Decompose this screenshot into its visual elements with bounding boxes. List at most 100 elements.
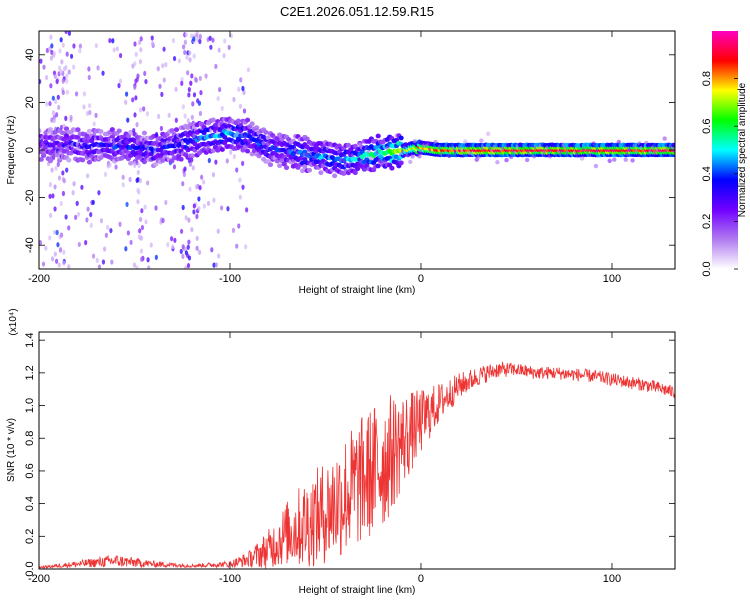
spectrogram-cell	[210, 117, 216, 123]
colorbar-label: Normalized spectral amplitude	[737, 82, 748, 217]
snr-x-tick-label: -100	[219, 573, 241, 585]
spectrogram-cell	[186, 70, 190, 76]
spectrogram-cell	[398, 160, 404, 166]
spectrogram-cell	[39, 239, 43, 246]
spectrogram-cell	[140, 224, 145, 231]
spectrogram-cell	[302, 164, 308, 169]
colorbar-gradient	[712, 31, 738, 269]
spectrogram-y-tick-label: 40	[24, 49, 36, 61]
snr-y-tick-label: 1.0	[24, 398, 36, 413]
spectrogram-cell	[184, 215, 188, 221]
spectrogram-cell	[62, 178, 66, 184]
spectrogram-cell	[67, 31, 72, 36]
spectrogram-cell	[186, 244, 190, 250]
spectrogram-cell	[199, 90, 203, 96]
spectrogram-cell	[118, 52, 123, 59]
spectrogram-cell	[223, 38, 227, 44]
spectrogram-cell	[181, 204, 185, 211]
snr-multiplier-label: (x10⁴)	[8, 308, 19, 335]
spectrogram-cell	[212, 197, 216, 203]
spectrogram-cell	[183, 166, 187, 172]
spectrogram-cell	[210, 148, 216, 154]
spectrogram-cell	[261, 141, 266, 146]
spectrogram-cell	[86, 206, 90, 212]
spectrogram-cell	[192, 92, 197, 98]
spectrogram-cell	[200, 174, 204, 180]
spectrogram-cell	[242, 144, 248, 150]
snr-panel: -200 -100 0 100 0.0 0.2 0.4 0.6 0.8 1.0 1.2 1.4 He…	[6, 308, 676, 596]
spectrogram-cell	[132, 131, 136, 137]
spectrogram-cell	[56, 161, 60, 168]
spectrogram-cell	[139, 248, 144, 254]
spectrogram-y-ticks: -40 -20 0 20 40	[24, 49, 675, 253]
spectrogram-cell	[75, 141, 79, 147]
spectrogram-cell	[190, 33, 194, 39]
spectrogram-cell	[134, 95, 138, 101]
spectrogram-cell	[49, 83, 53, 89]
spectrogram-cell	[86, 173, 90, 179]
spectrogram-cell	[198, 33, 202, 39]
spectrogram-cell	[135, 160, 139, 166]
spectrogram-cell	[375, 163, 381, 169]
spectrogram-cell	[244, 148, 251, 154]
spectrogram-cell	[65, 78, 69, 84]
spectrogram-cell	[137, 162, 141, 169]
spectrogram-cell	[124, 246, 128, 252]
spectrogram-cell	[125, 133, 131, 139]
spectrogram-cell	[417, 154, 422, 159]
spectrogram-cell	[237, 86, 241, 92]
spectrogram-cell	[143, 70, 147, 77]
spectrogram-cell	[126, 117, 130, 123]
spectrogram-cell	[109, 227, 113, 234]
spectrogram-cell	[241, 160, 245, 167]
spectrogram-cell	[59, 37, 63, 43]
spectrogram-cell	[244, 117, 251, 123]
spectrogram-cell	[118, 221, 122, 227]
spectrogram-cell	[174, 86, 178, 92]
spectrogram-cell	[92, 121, 96, 127]
spectrogram-cell	[59, 232, 64, 238]
spectrogram-cell	[91, 199, 95, 206]
spectrogram-cell	[72, 64, 76, 70]
spectrogram-cell	[232, 96, 236, 103]
spectrogram-cell	[171, 38, 176, 44]
spectrogram-cell	[82, 91, 87, 97]
spectrogram-cell	[144, 78, 148, 85]
spectrogram-cell	[140, 208, 144, 214]
spectrogram-cell	[39, 128, 41, 134]
spectrogram-cell	[54, 98, 58, 105]
spectrogram-cell	[265, 135, 271, 141]
spectrogram-cell	[55, 78, 59, 85]
spectrogram-cell	[124, 91, 129, 97]
spectrogram-cell	[219, 147, 225, 152]
spectrogram-cell	[138, 178, 142, 184]
spectrogram-cell	[136, 169, 140, 176]
spectrogram-cell	[67, 225, 71, 231]
spectrogram-cell	[41, 261, 46, 267]
spectrogram-cell	[155, 131, 159, 138]
spectrogram-cell	[139, 36, 143, 42]
spectrogram-cell	[140, 235, 144, 241]
spectrogram-cell	[111, 38, 115, 44]
spectrogram-cell	[49, 34, 53, 40]
spectrogram-cell	[121, 174, 125, 180]
spectrogram-cell	[58, 48, 62, 54]
spectrogram-cell	[64, 115, 68, 121]
spectrogram-cell	[159, 125, 164, 132]
spectrogram-cell	[133, 41, 137, 47]
spectrogram-cell	[56, 242, 60, 248]
spectrogram-cell	[238, 177, 242, 183]
chart-title: C2E1.2026.051.12.59.R15	[280, 4, 434, 19]
spectrogram-cell	[183, 39, 188, 45]
spectrogram-cell	[192, 141, 198, 147]
spectrogram-cell	[204, 73, 208, 79]
spectrogram-cell	[44, 245, 48, 251]
spectrogram-cell	[179, 248, 183, 255]
spectrogram-cell	[137, 189, 141, 195]
spectrogram-cell	[141, 159, 148, 165]
spectrogram-cell	[121, 151, 125, 157]
spectrogram-cell	[124, 99, 128, 105]
spectrogram-cell	[95, 257, 99, 264]
spectrogram-cell	[64, 214, 68, 220]
